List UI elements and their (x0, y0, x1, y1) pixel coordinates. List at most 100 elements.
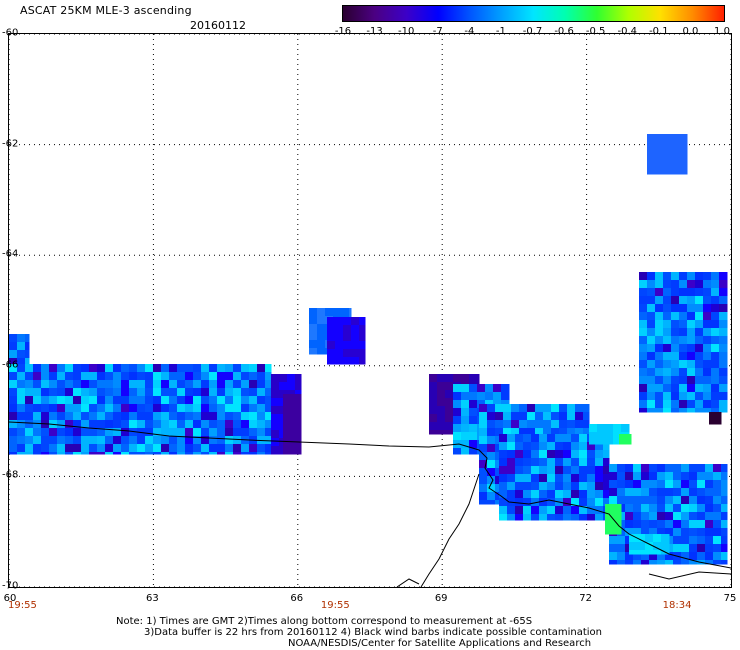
wind-cell (649, 504, 658, 513)
wind-cell (271, 422, 280, 431)
wind-cell (25, 412, 34, 421)
lat-tick-label: -66 (2, 359, 19, 371)
wind-cell (523, 474, 532, 483)
wind-cell (485, 384, 494, 393)
wind-cell (719, 368, 728, 377)
wind-cell (655, 304, 664, 313)
wind-cell (495, 404, 504, 413)
wind-cell (655, 408, 664, 413)
wind-cell (673, 528, 682, 537)
wind-cell (193, 420, 202, 429)
wind-cell (639, 296, 648, 305)
color-scale-label: -0.1 (649, 26, 669, 37)
wind-cell (279, 374, 288, 383)
wind-cell (495, 420, 504, 429)
wind-cell (73, 380, 82, 389)
wind-cell (583, 412, 590, 421)
wind-cell (145, 404, 154, 413)
wind-cell (453, 416, 462, 425)
wind-cell (681, 472, 690, 481)
wind-cell (507, 442, 516, 451)
wind-cell (327, 333, 336, 342)
map-canvas (9, 34, 731, 587)
wind-cell (671, 360, 680, 369)
wind-cell (719, 328, 728, 337)
wind-cell (57, 388, 66, 397)
wind-cell (665, 496, 674, 505)
wind-cell (177, 444, 186, 453)
wind-cell (689, 560, 698, 565)
wind-cell (595, 474, 604, 483)
wind-cell (579, 482, 588, 491)
wind-cell (661, 534, 670, 543)
wind-cell (671, 392, 680, 401)
wind-cell (9, 412, 18, 421)
wind-cell (661, 542, 670, 551)
wind-cell (603, 474, 610, 483)
wind-cell (609, 488, 618, 497)
wind-cell (97, 404, 106, 413)
wind-cell (571, 434, 580, 443)
wind-cell (543, 420, 552, 429)
wind-cell (265, 388, 272, 397)
wind-cell (681, 552, 690, 561)
wind-cell (633, 504, 642, 513)
wind-cell (113, 404, 122, 413)
wind-cell (555, 466, 564, 475)
wind-cell (105, 420, 114, 429)
wind-cell (587, 474, 596, 483)
wind-cell (121, 436, 130, 445)
wind-cell (257, 396, 266, 405)
wind-cell (299, 450, 302, 455)
wind-cell (137, 452, 146, 455)
wind-cell (705, 560, 714, 565)
wind-cell (655, 360, 664, 369)
wind-cell (523, 482, 532, 491)
wind-cell (225, 372, 234, 381)
wind-cell (555, 490, 564, 499)
wind-cell (641, 520, 650, 529)
wind-cell (279, 382, 288, 391)
wind-cell (641, 472, 650, 481)
wind-cell (647, 288, 656, 297)
wind-cell (663, 344, 672, 353)
wind-cell (185, 452, 194, 455)
wind-cell (445, 406, 454, 415)
wind-cell (703, 320, 712, 329)
wind-cell (49, 428, 58, 437)
wind-cell (605, 440, 614, 445)
wind-cell (639, 336, 648, 345)
wind-cell (193, 428, 202, 437)
wind-cell (519, 412, 528, 421)
wind-cell (153, 396, 162, 405)
wind-cell (703, 296, 712, 305)
wind-cell (161, 412, 170, 421)
wind-cell (257, 364, 266, 373)
wind-cell (317, 324, 326, 333)
wind-cell (663, 320, 672, 329)
wind-cell (153, 420, 162, 429)
wind-cell (89, 412, 98, 421)
chart-date: 20160112 (190, 19, 246, 32)
wind-cell (9, 380, 18, 389)
wind-cell (233, 380, 242, 389)
wind-cell (671, 376, 680, 385)
wind-cell (711, 288, 720, 297)
wind-cell (201, 372, 210, 381)
wind-cell (633, 520, 642, 529)
wind-cell (673, 496, 682, 505)
wind-cell (479, 492, 488, 501)
wind-cell (453, 424, 462, 433)
wind-cell (487, 468, 496, 477)
wind-cell (209, 388, 218, 397)
wind-cell (469, 400, 478, 409)
wind-cell (507, 482, 516, 491)
wind-cell (563, 490, 572, 499)
wind-cell (291, 402, 300, 411)
wind-cell (453, 374, 462, 383)
wind-cell (479, 436, 488, 445)
wind-cell (597, 432, 606, 441)
wind-cell (265, 396, 272, 405)
wind-cell (531, 434, 540, 443)
wind-cell (511, 428, 520, 437)
